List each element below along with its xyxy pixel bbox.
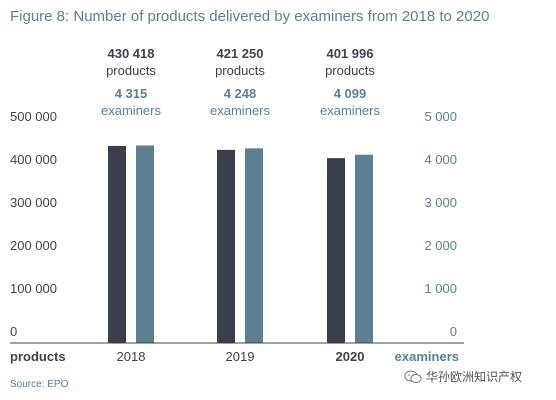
annotation-examiners-unit: examiners [320,103,380,118]
left-axis-ticks: 0 100 000 200 000 300 000 400 000 500 000 [10,109,57,339]
left-tick-label: 400 000 [10,152,57,167]
bar-products-2019 [217,149,235,343]
bar-products-2018 [108,145,126,343]
x-tick-label: 2018 [117,349,146,364]
annotation-products-unit: products [325,63,375,78]
right-tick-label: 1 000 [424,281,457,296]
annotation-products-value: 421 250 [217,46,264,61]
right-tick-label: 0 [450,324,457,339]
annotation-products-unit: products [106,63,156,78]
watermark-text: 华孙欧洲知识产权 [426,370,523,384]
left-tick-label: 300 000 [10,195,57,210]
annotation-examiners-unit: examiners [210,103,270,118]
right-tick-label: 5 000 [424,109,457,124]
left-tick-label: 500 000 [10,109,57,124]
annotation-products-value: 430 418 [108,46,155,61]
left-tick-label: 0 [10,324,17,339]
x-axis-labels: 2018 2019 2020 [117,349,365,364]
bars [108,145,373,343]
annotation-products-unit: products [215,63,265,78]
source-note: Source: EPO [10,379,69,390]
x-tick-label: 2020 [336,349,365,364]
x-tick-label: 2019 [226,349,255,364]
bar-examiners-2018 [136,145,154,343]
left-tick-label: 200 000 [10,238,57,253]
left-axis-label: products [10,349,66,364]
right-axis-label: examiners [395,349,459,364]
wechat-icon [404,370,422,383]
bar-annotations: 430 418 products 4 315 examiners 421 250 prod… [101,46,380,118]
annotation-examiners-value: 4 248 [224,86,257,101]
bar-examiners-2019 [245,148,263,343]
annotation-examiners-value: 4 099 [334,86,367,101]
right-tick-label: 2 000 [424,238,457,253]
right-tick-label: 4 000 [424,152,457,167]
annotation-products-value: 401 996 [327,46,374,61]
annotation-examiners-unit: examiners [101,103,161,118]
left-tick-label: 100 000 [10,281,57,296]
bar-products-2020 [327,158,345,343]
chart-title: Figure 8: Number of products delivered b… [10,8,490,25]
right-tick-label: 3 000 [424,195,457,210]
watermark: 华孙欧洲知识产权 [404,368,522,385]
annotation-examiners-value: 4 315 [115,86,148,101]
bar-examiners-2020 [355,154,373,343]
right-axis-ticks: 0 1 000 2 000 3 000 4 000 5 000 [424,109,457,339]
